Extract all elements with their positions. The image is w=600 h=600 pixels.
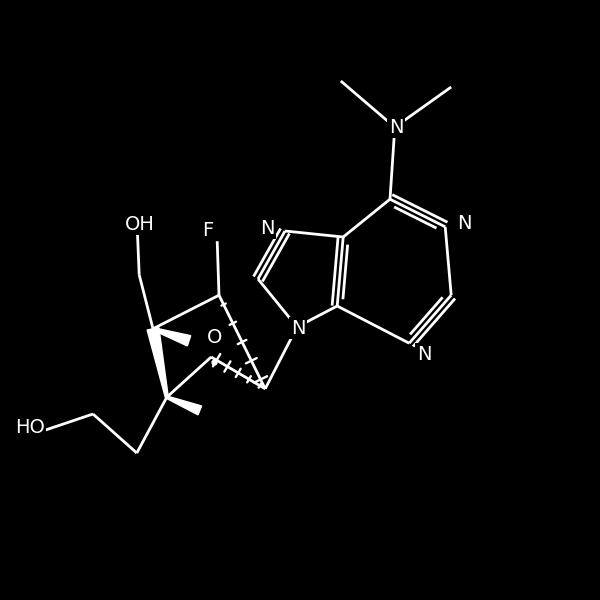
Text: N: N: [457, 214, 472, 233]
Text: N: N: [389, 118, 403, 137]
Text: HO: HO: [15, 418, 45, 437]
Text: F: F: [203, 221, 214, 240]
Text: N: N: [260, 218, 274, 238]
Polygon shape: [147, 328, 168, 397]
Polygon shape: [152, 328, 191, 346]
Text: N: N: [291, 319, 305, 338]
Text: N: N: [417, 344, 431, 364]
Polygon shape: [166, 396, 202, 415]
Text: O: O: [206, 328, 222, 347]
Text: OH: OH: [125, 215, 155, 234]
